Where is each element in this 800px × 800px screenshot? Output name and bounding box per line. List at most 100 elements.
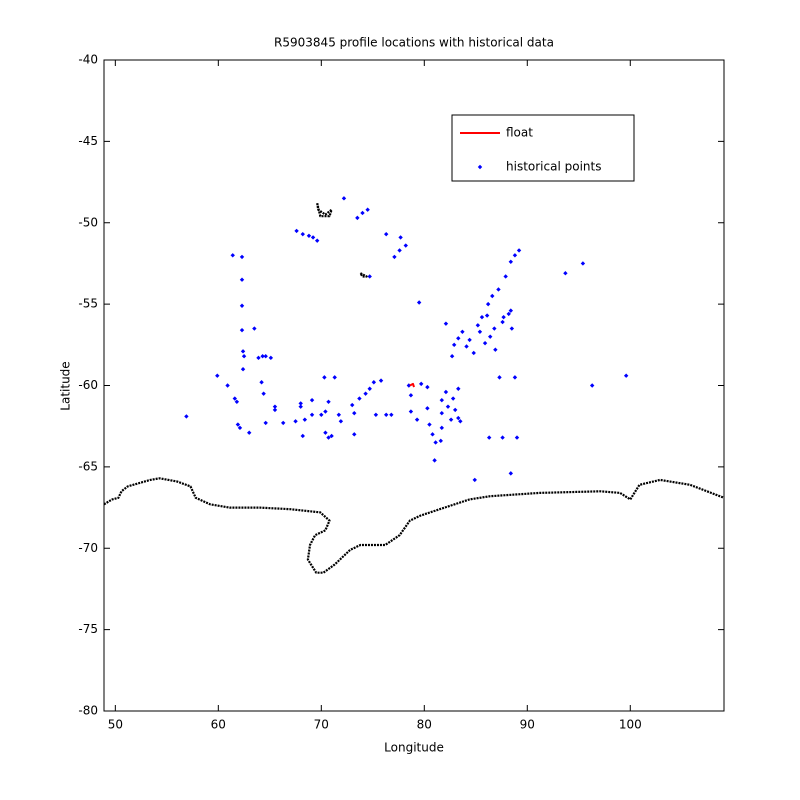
historical-point (373, 412, 379, 417)
historical-point (419, 381, 424, 387)
historical-point (326, 399, 331, 404)
historical-point (456, 336, 461, 341)
x-tick-label: 100 (619, 718, 642, 732)
historical-point (367, 274, 372, 279)
historical-point (241, 354, 247, 359)
historical-point (350, 402, 355, 408)
historical-point (371, 380, 377, 385)
float-track (409, 382, 415, 388)
historical-point (306, 233, 312, 238)
historical-point (456, 415, 461, 421)
historical-point (239, 277, 245, 282)
historical-point (451, 342, 457, 348)
historical-point (323, 409, 328, 414)
historical-point (398, 235, 403, 240)
historical-point (449, 354, 455, 359)
y-tick-label: -40 (78, 53, 98, 67)
historical-point (397, 248, 402, 253)
historical-point (403, 243, 408, 248)
historical-point (506, 311, 511, 317)
historical-point (392, 254, 397, 260)
historical-point (512, 375, 518, 380)
historical-point (338, 419, 344, 424)
historical-point (225, 383, 230, 388)
historical-point (464, 344, 469, 349)
historical-point (439, 397, 445, 403)
historical-point (363, 391, 368, 396)
historical-point (497, 375, 502, 380)
x-tick-label: 60 (211, 718, 226, 732)
historical-point (268, 355, 274, 361)
chart-title: R5903845 profile locations with historic… (274, 36, 554, 50)
historical-point (448, 417, 454, 422)
historical-point (563, 271, 568, 276)
historical-point (235, 422, 241, 427)
historical-point (352, 410, 357, 416)
historical-point (310, 235, 316, 240)
historical-point (272, 407, 278, 413)
historical-point (234, 399, 240, 404)
historical-point (309, 397, 315, 403)
historical-point (508, 308, 514, 313)
historical-point (443, 389, 449, 395)
historical-point (460, 329, 465, 334)
historical-point (336, 412, 342, 417)
historical-point (516, 248, 522, 253)
historical-point (456, 386, 461, 391)
historical-point (425, 384, 430, 390)
coastline (104, 202, 724, 574)
historical-point (486, 435, 492, 440)
historical-point (357, 396, 362, 401)
historical-point (383, 231, 389, 237)
historical-point (341, 196, 347, 201)
historical-point (326, 435, 331, 440)
historical-point (298, 401, 303, 406)
historical-point (433, 440, 438, 445)
legend: float historical points (451, 114, 635, 182)
legend-label: historical points (506, 160, 601, 174)
historical-point (261, 391, 266, 396)
historical-point (438, 438, 443, 444)
historical-point (430, 432, 435, 437)
historical-point (488, 334, 493, 339)
historical-point (509, 326, 515, 331)
x-axis-label: Longitude (384, 741, 444, 755)
historical-point (482, 340, 488, 346)
historical-point (247, 430, 252, 435)
historical-point (300, 231, 305, 237)
historical-point (281, 420, 286, 426)
historical-point (500, 435, 505, 440)
y-axis-label: Latitude (59, 361, 73, 410)
historical-point (239, 303, 245, 308)
historical-point (360, 210, 365, 216)
historical-point (439, 410, 445, 416)
historical-point (492, 326, 497, 331)
historical-point (240, 367, 246, 372)
historical-point (589, 383, 595, 388)
historical-point (414, 417, 420, 422)
historical-point (272, 404, 278, 409)
historical-point (477, 329, 483, 334)
historical-point (623, 373, 629, 378)
historical-point (240, 349, 246, 354)
historical-point (294, 228, 299, 234)
historical-point (514, 435, 520, 440)
legend-box (451, 114, 635, 182)
historical-point (490, 293, 495, 299)
y-tick-label: -70 (78, 541, 98, 555)
x-tick-label: 50 (108, 718, 123, 732)
historical-point (329, 433, 334, 439)
historical-point (472, 477, 477, 483)
y-tick-label: -80 (78, 704, 98, 718)
historical-point (302, 417, 308, 422)
historical-point (389, 412, 394, 417)
historical-point (452, 407, 458, 413)
historical-point (332, 375, 337, 380)
historical-point (416, 300, 422, 305)
historical-point (580, 261, 586, 266)
historical-point (322, 375, 327, 380)
y-tick-label: -60 (78, 378, 98, 392)
historical-point (508, 471, 514, 476)
